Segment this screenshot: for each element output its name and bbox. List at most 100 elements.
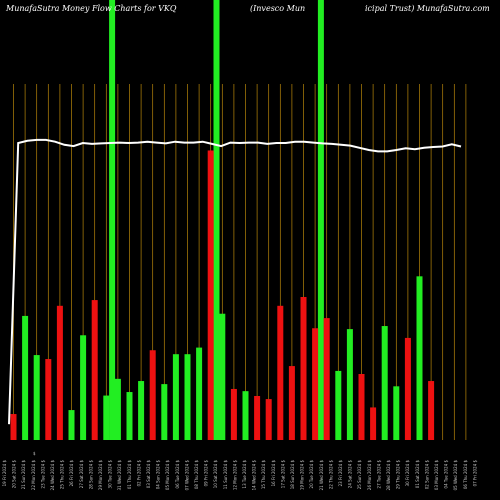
money-flow-bars: [10, 150, 435, 441]
bar-up: [80, 335, 87, 440]
bar-up: [68, 410, 75, 440]
x-tick-label: 21 Sun 2024 $: [21, 460, 26, 490]
bar-up: [219, 313, 226, 440]
vertical-gridlines: [13, 84, 467, 440]
bar-up: [172, 354, 179, 440]
x-tick-label: 06 Thu 2024 $: [463, 460, 468, 490]
bar-down: [370, 407, 377, 440]
x-tick-label: 27 Sat 2024 $: [79, 460, 84, 489]
bar-up: [22, 315, 29, 440]
x-tick-label: 01 Sat 2024 $: [415, 460, 420, 489]
bar-down: [358, 374, 365, 440]
x-tick-label: 22 Mon 2024 $: [31, 460, 36, 491]
title-part-3: icipal Trust) MunafaSutra.com: [365, 4, 490, 13]
trend-line: [8, 138, 462, 425]
x-tick-label: 25 Sun 2024 $: [357, 460, 362, 490]
x-tick-label: 24 Wed 2024 $: [50, 460, 55, 491]
x-tick-label: 15 Thu 2024 $: [261, 460, 266, 490]
bar-down: [323, 318, 330, 440]
x-tick-label: 19 Fri 2024 $: [2, 460, 7, 487]
highlight-bar: [317, 0, 324, 440]
x-tick-label: 03 Mon 2024 $: [434, 460, 439, 491]
x-tick-label: 20 Tue 2024 $: [309, 460, 314, 489]
bar-down: [265, 399, 272, 440]
bar-up: [242, 391, 249, 440]
bar-up: [138, 381, 145, 440]
title-part-1: MunafaSutra Money Flow Charts for VKQ: [5, 4, 177, 13]
bar-up: [161, 384, 168, 440]
bar-up: [381, 326, 388, 440]
chart-title: MunafaSutra Money Flow Charts for VKQ (I…: [5, 4, 490, 13]
x-tick-label: 02 Sun 2024 $: [424, 460, 429, 490]
x-tick-label: 09 Fri 2024 $: [204, 460, 209, 487]
x-tick-label: 20 Sat 2024 $: [12, 460, 17, 489]
bar-down: [288, 366, 295, 440]
x-tick-label: 16 Fri 2024 $: [271, 460, 276, 487]
bar-up: [126, 392, 133, 440]
x-tick-label: 26 Fri 2024 $: [69, 460, 74, 487]
x-tick-label: 29 Mon 2024 $: [98, 460, 103, 491]
bar-down: [404, 337, 411, 440]
bar-down: [45, 359, 52, 440]
x-tick-label: 30 Tue 2024 $: [108, 460, 113, 489]
x-tick-label: 03 Sat 2024 $: [146, 460, 151, 489]
bar-up: [196, 347, 203, 440]
x-tick-label: 05 Mon 2024 $: [165, 460, 170, 491]
x-tick-label: 04 Tue 2024 $: [444, 460, 449, 489]
x-tick-label: 04 Sun 2024 $: [156, 460, 161, 490]
title-part-2: (Invesco Mun: [250, 4, 305, 13]
x-tick-label: 11 Sun 2024 $: [223, 460, 228, 490]
x-tick-label: 08 Thu 2024 $: [194, 460, 199, 490]
x-tick-label: 14 Wed 2024 $: [252, 460, 257, 491]
bar-up: [335, 370, 342, 440]
bar-down: [312, 328, 319, 440]
bar-down: [10, 414, 17, 440]
x-tick-label: 18 Sun 2024 $: [290, 460, 295, 490]
x-tick-label: 02 Fri 2024 $: [136, 460, 141, 487]
highlight-bars: [109, 0, 324, 440]
x-tick-labels: 19 Fri 2024 $ 20 Sat 2024 $ 21 Sun 2024 $ 2…: [2, 460, 477, 491]
bar-down: [300, 297, 307, 440]
bar-down: [56, 305, 63, 440]
x-tick-label: 23 Fri 2024 $: [338, 460, 343, 487]
bar-down: [230, 388, 237, 440]
bar-up: [393, 386, 400, 440]
x-tick-label: 26 Mon 2024 $: [367, 460, 372, 491]
trend-line-group: [8, 138, 462, 425]
x-tick-label: 23 Tue 2024 $: [40, 460, 45, 489]
x-axis-note: $: [33, 451, 36, 456]
bar-up: [33, 355, 40, 440]
bar-down: [149, 350, 156, 440]
bar-down: [254, 396, 261, 440]
x-tick-label: 27 Tue 2024 $: [376, 460, 381, 489]
highlight-bar: [109, 0, 116, 440]
x-tick-label: 01 Thu 2024 $: [127, 460, 132, 490]
x-tick-label: 21 Wed 2024 $: [319, 460, 324, 491]
x-tick-label: 07 Fri 2024 $: [472, 460, 477, 487]
x-tick-label: 24 Sat 2024 $: [348, 460, 353, 489]
x-tick-label: 13 Tue 2024 $: [242, 460, 247, 489]
bar-up: [416, 276, 423, 440]
x-tick-label: 28 Wed 2024 $: [386, 460, 391, 491]
x-tick-label: 25 Thu 2024 $: [60, 460, 65, 490]
x-tick-label: 10 Sat 2024 $: [213, 460, 218, 489]
x-tick-label: 30 Fri 2024 $: [405, 460, 410, 487]
bar-up: [103, 395, 110, 440]
bar-down: [428, 381, 435, 440]
bar-up: [346, 329, 353, 440]
x-tick-label: 28 Sun 2024 $: [88, 460, 93, 490]
highlight-bar: [213, 0, 220, 440]
x-tick-label: 12 Mon 2024 $: [232, 460, 237, 491]
x-tick-label: 31 Wed 2024 $: [117, 460, 122, 491]
x-tick-label: 22 Thu 2024 $: [328, 460, 333, 490]
x-tick-label: 06 Tue 2024 $: [175, 460, 180, 489]
bar-up: [114, 378, 121, 440]
bar-down: [207, 150, 214, 441]
x-tick-label: 17 Sat 2024 $: [280, 460, 285, 489]
bar-down: [91, 300, 98, 440]
x-tick-label: 07 Wed 2024 $: [184, 460, 189, 491]
bar-up: [184, 354, 191, 440]
bar-down: [277, 305, 284, 440]
